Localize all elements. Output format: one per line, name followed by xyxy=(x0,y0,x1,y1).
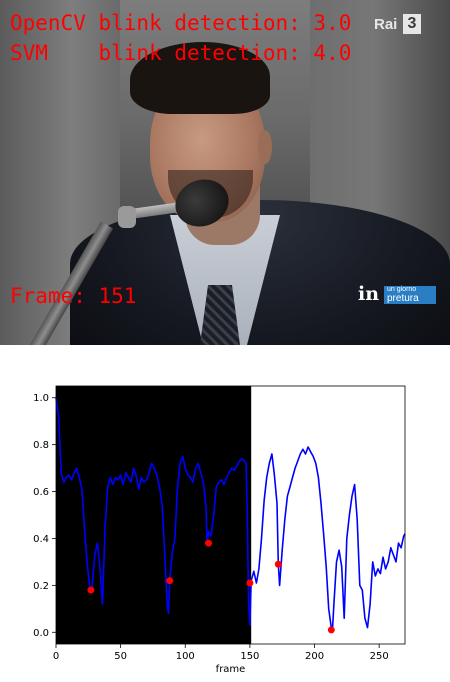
blink-marker-1 xyxy=(166,577,174,585)
blink-chart: 0 50 100 150 200 250 0.0 0.2 0.4 0.6 0.8 1.0 frame xyxy=(33,385,406,675)
blink-marker-0 xyxy=(87,586,95,594)
channel-logo-text: Rai xyxy=(374,16,398,33)
y-tick-label-5: 1.0 xyxy=(33,393,49,404)
y-tick-label-1: 0.2 xyxy=(33,581,49,592)
y-tick-label-0: 0.0 xyxy=(33,628,49,639)
opencv-blink-count: OpenCV blink detection: 3.0 xyxy=(10,11,352,35)
program-badge-box: un giorno pretura xyxy=(384,286,436,304)
video-frame: OpenCV blink detection: 3.0 SVM blink de… xyxy=(0,0,450,345)
channel-logo-number: 3 xyxy=(403,14,421,34)
svm-blink-count: SVM blink detection: 4.0 xyxy=(10,41,352,65)
program-badge-line1: un giorno xyxy=(387,286,417,293)
program-badge-in: in xyxy=(358,283,380,305)
x-axis-label: frame xyxy=(216,664,246,675)
y-tick-label-4: 0.8 xyxy=(33,440,49,451)
shaded-region xyxy=(56,386,252,644)
blink-marker-4 xyxy=(274,560,282,568)
frame-counter: Frame: 151 xyxy=(10,284,137,308)
blink-marker-3 xyxy=(246,579,254,587)
program-badge-line2: pretura xyxy=(387,293,419,304)
x-tick-label-1: 50 xyxy=(114,651,127,662)
y-tick-label-2: 0.4 xyxy=(33,534,49,545)
x-tick-label-3: 150 xyxy=(240,651,259,662)
x-tick-label-4: 200 xyxy=(305,651,324,662)
program-badge: in un giorno pretura xyxy=(358,284,438,306)
person-tie xyxy=(200,285,240,345)
person-hair xyxy=(130,42,270,114)
series-line-0 xyxy=(55,397,406,629)
x-tick-label-0: 0 xyxy=(53,651,59,662)
microphone-clip xyxy=(118,206,136,228)
channel-logo: Rai 3 xyxy=(374,14,422,36)
axes-frame xyxy=(55,385,406,645)
blink-marker-2 xyxy=(205,539,213,547)
x-tick-label-2: 100 xyxy=(176,651,195,662)
x-tick-label-5: 250 xyxy=(370,651,389,662)
blink-plot: 0 50 100 150 200 250 0.0 0.2 0.4 0.6 0.8 1.0 frame xyxy=(0,345,450,682)
person-ear xyxy=(258,130,272,164)
blink-marker-5 xyxy=(327,626,335,634)
y-tick-label-3: 0.6 xyxy=(33,487,49,498)
